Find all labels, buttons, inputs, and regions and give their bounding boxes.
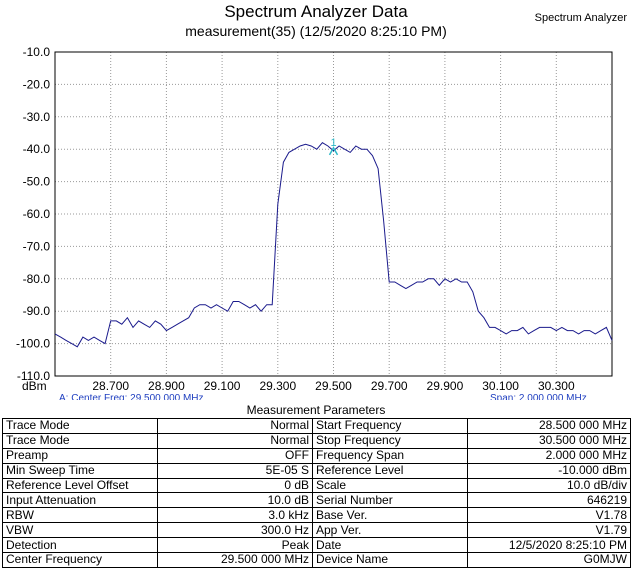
params-row: Center Frequency 29.500 000 MHz Device Nam… bbox=[2, 552, 631, 568]
param-label: Preamp bbox=[2, 447, 158, 464]
y-tick-label: -100.0 bbox=[16, 337, 50, 351]
y-tick-label: -50.0 bbox=[23, 175, 51, 189]
param-value: 12/5/2020 8:25:10 PM bbox=[467, 537, 631, 554]
chart-subtitle: measurement(35) (12/5/2020 8:25:10 PM) bbox=[185, 23, 447, 39]
param-value: 3.0 kHz bbox=[157, 507, 313, 524]
marker-1-icon bbox=[328, 146, 339, 156]
param-label: Center Frequency bbox=[2, 552, 158, 568]
y-tick-label: -110.0 bbox=[17, 369, 50, 383]
x-tick-label: 28.900 bbox=[148, 379, 185, 393]
spectrum-trace bbox=[54, 142, 613, 348]
y-tick-label: -80.0 bbox=[23, 272, 51, 286]
param-value: 30.500 000 MHz bbox=[467, 432, 631, 449]
x-tick-label: 30.100 bbox=[482, 379, 519, 393]
param-value: 2.000 000 MHz bbox=[467, 447, 631, 464]
param-label: Trace Mode bbox=[2, 432, 158, 449]
param-value: 0 dB bbox=[157, 477, 313, 494]
device-type-label: Spectrum Analyzer bbox=[534, 12, 627, 24]
plot-frame bbox=[54, 51, 613, 377]
x-tick-label: 29.700 bbox=[371, 379, 408, 393]
params-row: Trace Mode Normal Stop Frequency 30.500 000… bbox=[2, 432, 631, 449]
chart-title: Spectrum Analyzer Data bbox=[224, 2, 408, 21]
param-label: Min Sweep Time bbox=[2, 462, 158, 479]
params-row: VBW 300.0 Hz App Ver. V1.79 bbox=[2, 522, 631, 539]
y-tick-label: -20.0 bbox=[23, 77, 51, 91]
span-readout: Span: 2.000 000 MHz bbox=[490, 393, 587, 400]
param-label: Trace Mode bbox=[2, 418, 158, 434]
param-value: V1.79 bbox=[467, 522, 631, 539]
param-label: Base Ver. bbox=[312, 507, 468, 524]
param-label: Detection bbox=[2, 537, 158, 554]
param-value: 29.500 000 MHz bbox=[157, 552, 313, 568]
x-tick-label: 29.900 bbox=[427, 379, 464, 393]
params-row: Min Sweep Time 5E-05 S Reference Level -10.… bbox=[2, 462, 631, 479]
params-row: Detection Peak Date 12/5/2020 8:25:10 PM bbox=[2, 537, 631, 554]
param-value: Peak bbox=[157, 537, 313, 554]
param-label: App Ver. bbox=[312, 522, 468, 539]
param-value: 10.0 dB/div bbox=[467, 477, 631, 494]
param-value: Normal bbox=[157, 418, 313, 434]
param-value: Normal bbox=[157, 432, 313, 449]
param-value: 28.500 000 MHz bbox=[467, 418, 631, 434]
measurement-parameters-table: Trace Mode Normal Start Frequency 28.500 00… bbox=[2, 418, 631, 568]
param-value: 300.0 Hz bbox=[157, 522, 313, 539]
param-label: Reference Level bbox=[312, 462, 468, 479]
param-label: Reference Level Offset bbox=[2, 477, 158, 494]
y-tick-label: -60.0 bbox=[23, 207, 51, 221]
y-tick-label: -70.0 bbox=[23, 239, 51, 253]
param-label: Frequency Span bbox=[312, 447, 468, 464]
params-row: Trace Mode Normal Start Frequency 28.500 00… bbox=[2, 418, 631, 434]
center-frequency-readout: A: Center Freq: 29.500 000 MHz bbox=[59, 393, 204, 400]
x-tick-label: 29.500 bbox=[315, 379, 352, 393]
param-value: OFF bbox=[157, 447, 313, 464]
x-tick-label: 28.700 bbox=[92, 379, 129, 393]
y-tick-label: -90.0 bbox=[23, 304, 51, 318]
x-tick-label: 30.300 bbox=[538, 379, 575, 393]
param-label: VBW bbox=[2, 522, 158, 539]
param-value: -10.000 dBm bbox=[467, 462, 631, 479]
param-value: 5E-05 S bbox=[157, 462, 313, 479]
params-row: Preamp OFF Frequency Span 2.000 000 MHz bbox=[2, 447, 631, 464]
spectrum-chart: -10.0 -20.0 -30.0 -40.0 -50.0 -60.0 -70.0 -80.0… bbox=[16, 45, 613, 393]
params-row: Reference Level Offset 0 dB Scale 10.0 dB/d… bbox=[2, 477, 631, 494]
params-row: RBW 3.0 kHz Base Ver. V1.78 bbox=[2, 507, 631, 524]
param-label: Serial Number bbox=[312, 492, 468, 509]
param-label: Start Frequency bbox=[312, 418, 468, 434]
x-tick-label: 29.100 bbox=[204, 379, 241, 393]
x-tick-label: 29.300 bbox=[259, 379, 296, 393]
param-label: Device Name bbox=[312, 552, 468, 568]
param-value: G0MJW bbox=[467, 552, 631, 568]
y-tick-label: -10.0 bbox=[23, 45, 51, 59]
params-title: Measurement Parameters bbox=[246, 403, 386, 417]
param-label: Input Attenuation bbox=[2, 492, 158, 509]
y-axis-label: dBm bbox=[22, 379, 47, 393]
param-label: Stop Frequency bbox=[312, 432, 468, 449]
param-value: V1.78 bbox=[467, 507, 631, 524]
param-label: RBW bbox=[2, 507, 158, 524]
y-tick-label: -30.0 bbox=[23, 110, 51, 124]
param-label: Date bbox=[312, 537, 468, 554]
y-tick-label: -40.0 bbox=[23, 142, 51, 156]
params-row: Input Attenuation 10.0 dB Serial Number 646… bbox=[2, 492, 631, 509]
param-value: 10.0 dB bbox=[157, 492, 313, 509]
param-label: Scale bbox=[312, 477, 468, 494]
param-value: 646219 bbox=[467, 492, 631, 509]
marker-1-label: 1 bbox=[330, 137, 336, 149]
